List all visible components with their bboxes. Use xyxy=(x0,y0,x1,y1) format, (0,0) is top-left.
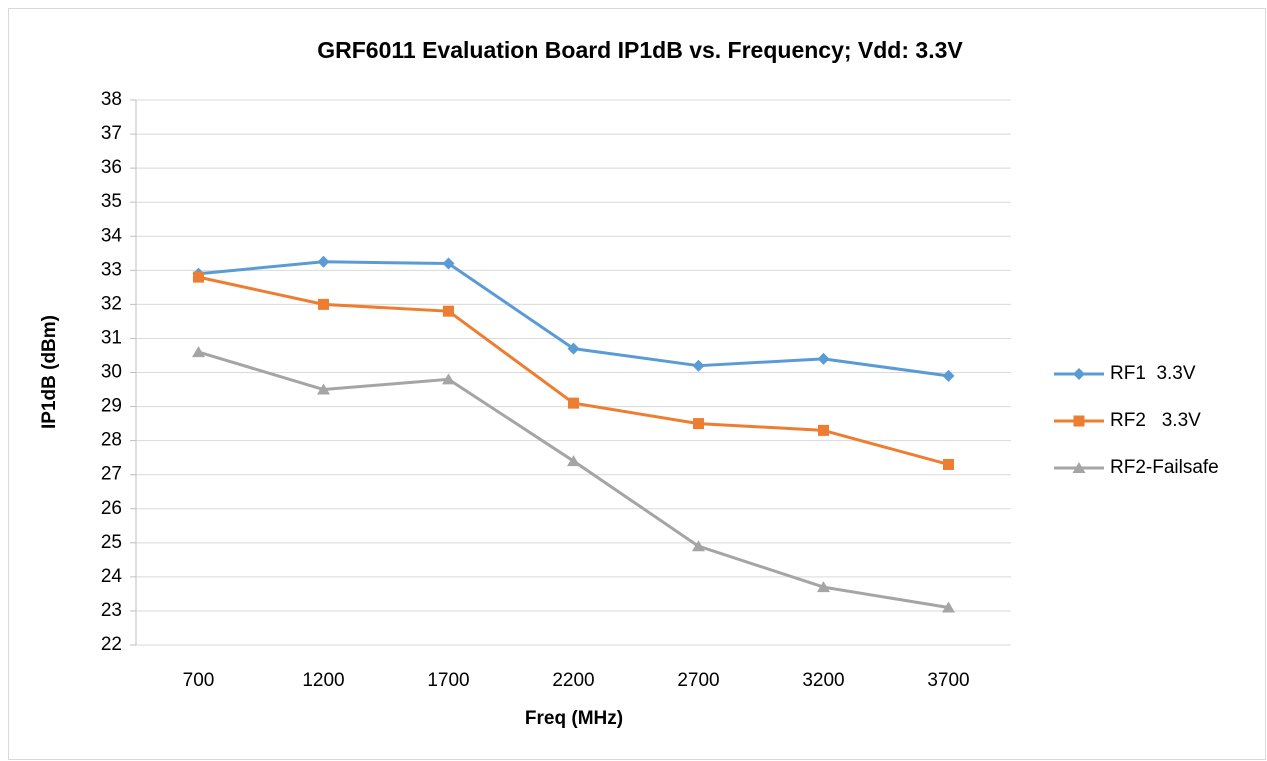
y-axis-label: IP1dB (dBm) xyxy=(39,315,60,429)
y-tick-label: 37 xyxy=(101,123,122,144)
chart-title: GRF6011 Evaluation Board IP1dB vs. Frequ… xyxy=(317,37,963,63)
y-tick-label: 30 xyxy=(101,362,122,383)
x-tick-label: 2700 xyxy=(677,670,719,691)
y-tick-label: 35 xyxy=(101,191,122,212)
y-tick-label: 36 xyxy=(101,157,122,178)
legend-marker xyxy=(1072,462,1086,473)
point-marker xyxy=(318,298,329,310)
point-marker xyxy=(567,342,580,355)
legend-marker xyxy=(1073,415,1085,427)
point-marker xyxy=(818,424,829,436)
x-tick-label: 700 xyxy=(183,670,215,691)
point-marker xyxy=(317,255,330,268)
legend-marker xyxy=(1073,368,1085,380)
point-marker xyxy=(442,373,455,385)
legend-label: RF2-Failsafe xyxy=(1110,457,1219,478)
y-tick-label: 23 xyxy=(101,600,122,621)
point-marker xyxy=(442,257,455,270)
point-marker xyxy=(693,418,704,430)
y-tick-label: 38 xyxy=(101,89,122,110)
point-marker xyxy=(192,346,205,358)
point-marker xyxy=(692,359,705,372)
y-tick-label: 29 xyxy=(101,396,122,417)
x-tick-label: 3200 xyxy=(802,670,844,691)
point-marker xyxy=(193,271,204,283)
point-marker xyxy=(942,369,955,382)
point-marker xyxy=(568,397,579,409)
point-marker xyxy=(567,455,580,467)
y-tick-label: 34 xyxy=(101,225,123,246)
chart-border xyxy=(8,8,1266,760)
point-marker xyxy=(943,458,954,470)
x-tick-label: 1200 xyxy=(302,670,344,691)
x-tick-label: 1700 xyxy=(427,670,469,691)
legend-label: RF1 3.3V xyxy=(1110,363,1196,384)
legend-label: RF2 3.3V xyxy=(1110,410,1201,431)
y-tick-label: 22 xyxy=(101,634,122,655)
point-marker xyxy=(692,540,705,552)
point-marker xyxy=(942,601,955,613)
point-marker xyxy=(317,383,330,395)
x-axis-label: Freq (MHz) xyxy=(525,708,623,729)
y-tick-label: 26 xyxy=(101,498,122,519)
y-tick-label: 33 xyxy=(101,259,122,280)
x-tick-label: 3700 xyxy=(927,670,969,691)
y-tick-label: 28 xyxy=(101,430,122,451)
y-tick-label: 32 xyxy=(101,293,122,314)
y-tick-label: 24 xyxy=(101,566,123,587)
y-tick-label: 31 xyxy=(101,327,122,348)
point-marker xyxy=(443,305,454,317)
point-marker xyxy=(817,581,830,593)
y-tick-label: 27 xyxy=(101,464,122,485)
x-tick-label: 2200 xyxy=(552,670,594,691)
y-tick-label: 25 xyxy=(101,532,122,553)
point-marker xyxy=(817,352,830,365)
